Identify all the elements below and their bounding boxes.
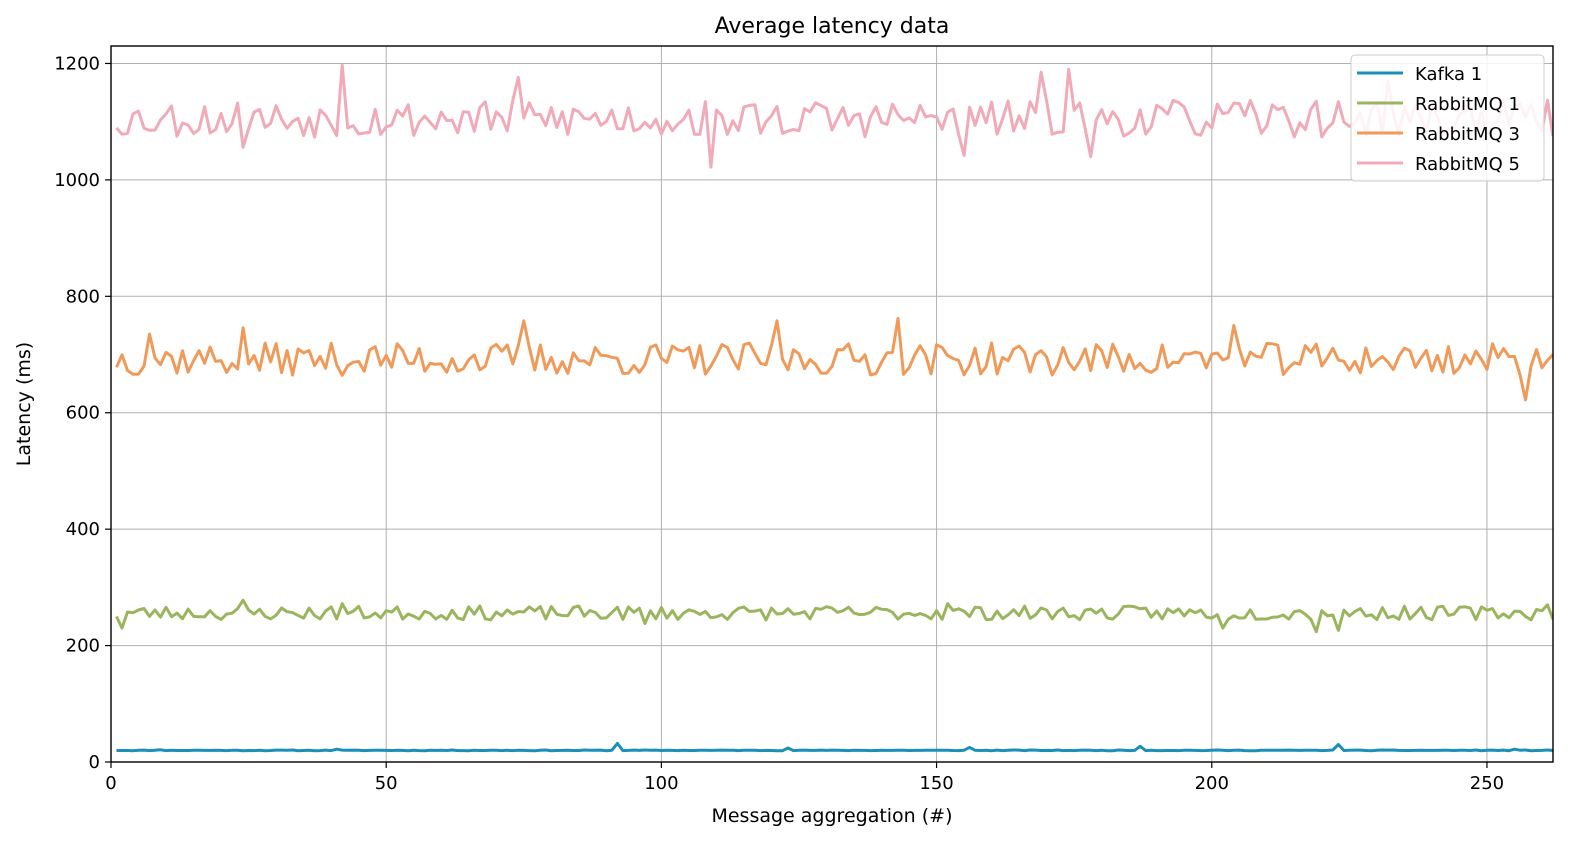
- grid-lines: [110, 46, 1553, 763]
- axes: 0 50 100 150 200 250 0 200 400 600 800 1000 1200: [54, 53, 1504, 794]
- y-tick-label: 0: [89, 752, 100, 773]
- legend-label: RabbitMQ 5: [1415, 154, 1520, 175]
- x-tick-label: 250: [1470, 773, 1504, 794]
- legend-label: RabbitMQ 3: [1415, 124, 1520, 145]
- legend: Kafka 1 RabbitMQ 1 RabbitMQ 3 RabbitMQ 5: [1350, 54, 1545, 182]
- series-lines: [115, 63, 1553, 753]
- series-line-rabbitmq-1: [115, 598, 1553, 634]
- legend-label: Kafka 1: [1415, 64, 1482, 85]
- y-tick-label: 600: [66, 403, 100, 424]
- x-tick-label: 0: [105, 773, 116, 794]
- x-tick-label: 150: [919, 773, 953, 794]
- y-tick-label: 400: [66, 519, 100, 540]
- series-line-kafka-1: [116, 741, 1553, 753]
- y-tick-label: 1200: [54, 53, 100, 74]
- legend-label: RabbitMQ 1: [1415, 94, 1520, 115]
- y-tick-label: 200: [66, 636, 100, 657]
- x-tick-label: 200: [1195, 773, 1229, 794]
- y-tick-label: 1000: [54, 170, 100, 191]
- y-axis-label: Latency (ms): [13, 342, 35, 466]
- series-line-rabbitmq-3: [115, 316, 1553, 402]
- legend-box: [1350, 54, 1545, 182]
- y-tick-label: 800: [66, 286, 100, 307]
- plot-frame: [110, 45, 1554, 763]
- x-tick-label: 50: [375, 773, 398, 794]
- x-axis-label: Message aggregation (#): [711, 805, 952, 827]
- series-line-rabbitmq-5: [115, 63, 1553, 169]
- chart-title: Average latency data: [715, 14, 950, 39]
- x-tick-label: 100: [644, 773, 678, 794]
